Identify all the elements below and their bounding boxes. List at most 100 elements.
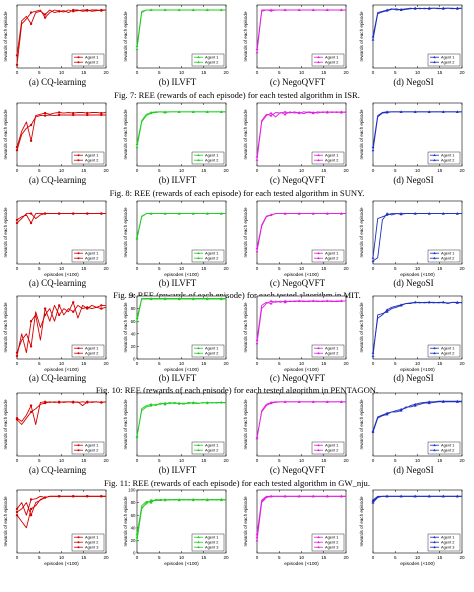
data-point <box>385 110 389 114</box>
legend-entry: Agent 1 <box>205 443 218 448</box>
legend-marker <box>433 448 436 452</box>
x-tick-label: 10 <box>179 361 185 366</box>
legend-entry: Agent 1 <box>441 346 454 351</box>
x-tick-label: 0 <box>136 361 139 366</box>
data-point <box>15 221 19 225</box>
data-point <box>100 495 103 498</box>
data-point <box>57 304 61 307</box>
x-tick-label: 0 <box>372 168 375 173</box>
x-tick-label: 15 <box>437 458 443 463</box>
x-tick-label: 5 <box>158 361 161 366</box>
legend-marker <box>77 546 80 549</box>
x-tick-label: 15 <box>321 70 327 75</box>
data-point <box>427 494 431 498</box>
legend-entry: Agent 3 <box>205 545 218 550</box>
data-point <box>86 8 89 12</box>
legend-marker <box>77 352 80 355</box>
series-line-2 <box>16 304 107 353</box>
legend-marker <box>317 540 320 544</box>
data-point <box>219 297 223 300</box>
subfigure-caption: (d) NegoSI <box>393 77 433 87</box>
x-tick-label: 10 <box>179 168 185 173</box>
y-axis-label: rewards of each episode <box>3 11 8 61</box>
data-point <box>283 400 287 403</box>
data-point <box>43 16 47 19</box>
legend-marker <box>317 545 320 549</box>
data-point <box>441 300 445 304</box>
x-tick-label: 15 <box>81 555 87 560</box>
data-point <box>339 299 343 303</box>
x-tick-label: 20 <box>223 70 229 75</box>
subplot-r2-c1: 0 5 10 15 20 rewards of each episode episodes … <box>123 200 229 288</box>
legend-entry: Agent 2 <box>441 158 454 163</box>
data-point <box>57 400 61 404</box>
legend-entry: Agent 1 <box>85 443 98 448</box>
data-point <box>43 496 47 499</box>
x-tick-label: 15 <box>81 458 87 463</box>
data-point <box>297 400 301 403</box>
data-point <box>191 110 195 113</box>
x-tick-label: 0 <box>372 555 375 560</box>
x-tick-label: 20 <box>103 458 109 463</box>
subplot-r2-c0: 0 5 10 15 20 rewards of each episode episodes … <box>3 200 109 288</box>
data-point <box>149 501 153 504</box>
x-tick-label: 0 <box>16 168 19 173</box>
legend-marker <box>77 449 80 452</box>
data-point <box>100 212 103 215</box>
subfigure-caption: (b) ILVFT <box>159 465 197 475</box>
data-point <box>413 6 417 10</box>
x-tick-label: 20 <box>103 168 109 173</box>
x-tick-label: 10 <box>59 361 65 366</box>
legend-entry: Agent 1 <box>325 153 338 158</box>
series-line-2 <box>256 111 347 157</box>
x-tick-label: 5 <box>394 70 397 75</box>
y-tick-label: 0 <box>133 551 136 556</box>
data-point <box>205 212 209 215</box>
data-point <box>15 351 19 354</box>
x-tick-label: 10 <box>59 458 65 463</box>
data-point <box>135 145 139 149</box>
y-axis-label: rewards of each episode <box>243 399 248 449</box>
x-tick-label: 0 <box>16 266 19 271</box>
legend-entry: Agent 1 <box>205 153 218 158</box>
x-tick-label: 5 <box>278 458 281 463</box>
legend-marker <box>433 545 436 549</box>
x-tick-label: 5 <box>38 458 41 463</box>
data-point <box>15 54 19 57</box>
x-tick-label: 20 <box>343 266 349 271</box>
legend-entry: Agent 2 <box>441 256 454 261</box>
data-point <box>135 434 139 437</box>
data-point <box>86 495 89 498</box>
legend-marker <box>77 61 80 64</box>
legend-entry: Agent 1 <box>205 251 218 256</box>
subplot-r3-c2: 0 5 10 15 20 rewards of each episode episodes … <box>243 295 349 383</box>
data-point <box>29 320 33 323</box>
data-point <box>455 494 459 498</box>
data-point <box>72 113 75 117</box>
subplot-r2-c2: 0 5 10 15 20 rewards of each episode episodes … <box>243 200 349 288</box>
data-point <box>177 402 181 405</box>
x-tick-label: 15 <box>321 458 327 463</box>
data-point <box>135 435 139 439</box>
legend-entry: Agent 2 <box>85 158 98 163</box>
legend-entry: Agent 2 <box>205 158 218 163</box>
subplot-r5-c2: 0 5 10 15 20 rewards of each episode episodes … <box>243 489 349 567</box>
data-point <box>255 436 259 440</box>
data-point <box>205 8 209 12</box>
x-tick-label: 10 <box>179 458 185 463</box>
y-axis-label: rewards of each episode <box>3 496 8 546</box>
legend-entry: Agent 2 <box>85 60 98 65</box>
figure-caption: Fig. 7: REE (rewards of each episode) fo… <box>114 90 360 100</box>
x-tick-label: 20 <box>223 555 229 560</box>
legend-entry: Agent 1 <box>85 251 98 256</box>
data-point <box>177 8 181 12</box>
figure-caption: Fig. 10: REE (rewards of each episode) f… <box>96 385 378 395</box>
legend-entry: Agent 2 <box>325 60 338 65</box>
x-axis-label: episodes (×100) <box>164 272 199 278</box>
data-point <box>100 307 103 310</box>
y-axis-label: rewards of each episode <box>243 109 248 159</box>
data-point <box>219 110 223 113</box>
x-tick-label: 0 <box>16 458 19 463</box>
x-tick-label: 15 <box>437 168 443 173</box>
x-tick-label: 10 <box>299 555 305 560</box>
